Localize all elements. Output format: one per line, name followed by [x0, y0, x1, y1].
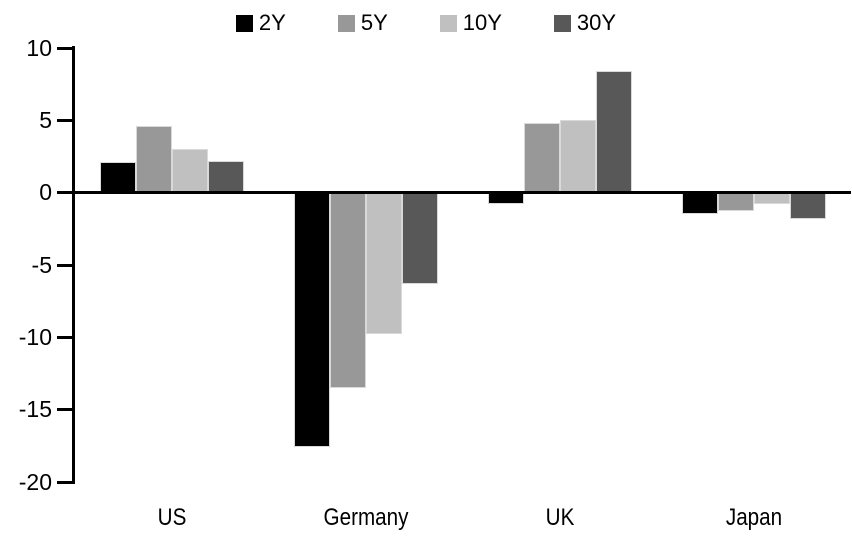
bar-UK-5Y: [524, 123, 560, 193]
bar-Japan-5Y: [718, 192, 754, 212]
bar-Germany-30Y: [402, 192, 438, 284]
bar-Japan-10Y: [754, 192, 790, 205]
legend-item-30Y: 30Y: [553, 9, 617, 37]
bar-UK-10Y: [560, 120, 596, 193]
bar-US-2Y: [100, 162, 136, 193]
x-axis-label-UK: UK: [545, 504, 575, 531]
bar-Japan-30Y: [790, 192, 826, 219]
bar-US-10Y: [172, 149, 208, 193]
legend-item-5Y: 5Y: [337, 9, 388, 37]
y-axis-tick-label: -20: [18, 468, 52, 495]
legend-swatch-icon-30Y: [553, 14, 571, 32]
y-axis-tick: [57, 118, 75, 122]
chart-legend: 2Y 5Y 10Y 30Y: [0, 8, 852, 38]
bar-Germany-10Y: [366, 192, 402, 335]
y-axis-tick: [57, 408, 75, 412]
legend-label-5Y: 5Y: [360, 10, 388, 35]
x-axis-label-US: US: [157, 504, 187, 531]
y-axis-tick: [57, 335, 75, 339]
y-axis-tick-label: 5: [39, 106, 52, 133]
bar-US-30Y: [208, 160, 244, 193]
y-axis-tick: [57, 263, 75, 267]
legend-swatch-icon-2Y: [235, 14, 253, 32]
y-axis-tick: [57, 191, 75, 195]
bar-Germany-5Y: [330, 192, 366, 388]
bar-Japan-2Y: [682, 192, 718, 215]
y-axis-tick: [57, 480, 75, 484]
y-axis-tick: [57, 46, 75, 50]
legend-label-2Y: 2Y: [258, 10, 286, 35]
x-axis-label-Germany: Germany: [323, 504, 409, 531]
y-axis-tick-label: 0: [39, 179, 52, 206]
bar-US-5Y: [136, 126, 172, 193]
legend-label-30Y: 30Y: [576, 10, 617, 35]
legend-item-2Y: 2Y: [235, 9, 286, 37]
y-axis-tick-label: 10: [26, 34, 52, 61]
y-axis-tick-label: -5: [31, 251, 52, 278]
zero-baseline: [72, 191, 851, 195]
bar-UK-30Y: [596, 71, 632, 193]
legend-swatch-icon-5Y: [337, 14, 355, 32]
x-axis-label-Japan: Japan: [725, 504, 783, 531]
legend-swatch-icon-10Y: [439, 14, 457, 32]
legend-item-10Y: 10Y: [439, 9, 502, 37]
legend-label-10Y: 10Y: [462, 10, 502, 35]
bar-Germany-2Y: [294, 192, 330, 448]
bar-UK-2Y: [488, 192, 524, 205]
y-axis-tick-label: -10: [18, 323, 52, 350]
y-axis-tick-label: -15: [18, 396, 52, 423]
